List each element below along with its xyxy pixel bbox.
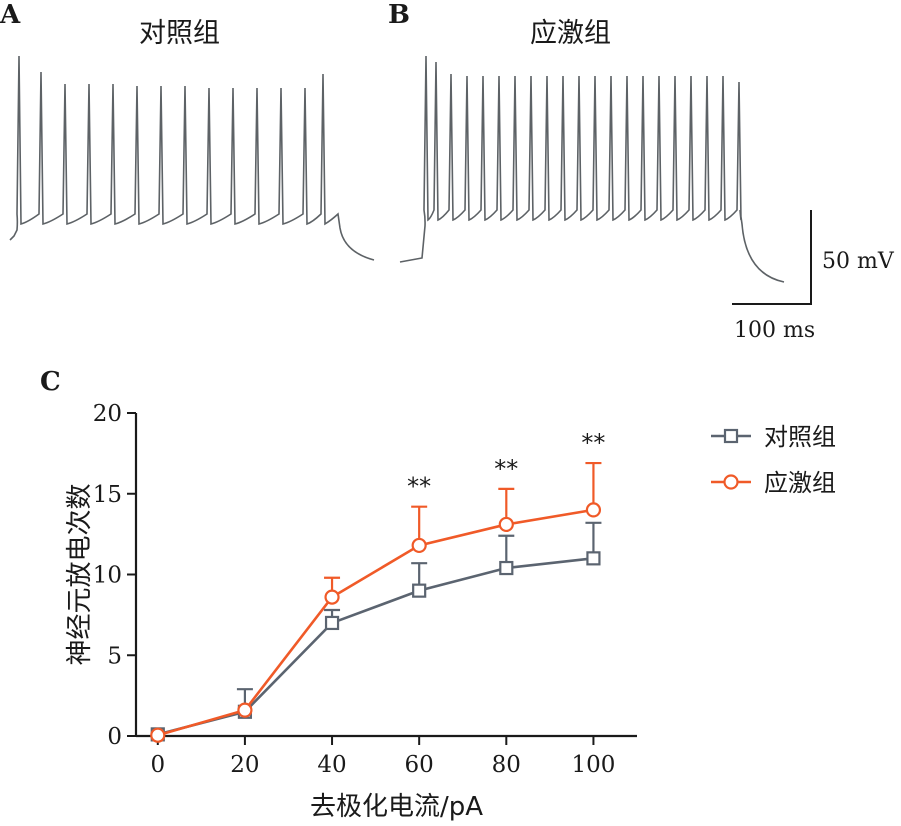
- panel-c-letter: C: [40, 367, 61, 397]
- data-point: [499, 560, 514, 576]
- series-0: [150, 521, 602, 742]
- legend-label: 对照组: [764, 423, 836, 451]
- x-tick-label: 20: [230, 752, 259, 778]
- panel-a-title: 对照组: [139, 18, 220, 49]
- legend-label: 应激组: [764, 469, 836, 497]
- x-tick-label: 40: [317, 752, 346, 778]
- x-axis-label: 去极化电流/pA: [310, 792, 483, 822]
- scale-time-label: 100 ms: [734, 318, 815, 343]
- x-tick-label: 60: [405, 752, 434, 778]
- y-tick-label: 5: [107, 643, 122, 669]
- data-point: [237, 702, 253, 718]
- series-1: [150, 461, 602, 743]
- stress-voltage-trace: [399, 55, 785, 283]
- significance-marker: **: [581, 429, 605, 457]
- series-line: [157, 508, 594, 737]
- legend-marker: [723, 474, 739, 490]
- y-tick-label: 20: [93, 401, 122, 427]
- significance-marker: **: [407, 473, 431, 501]
- x-tick-label: 100: [571, 752, 615, 778]
- significance-marker: **: [494, 455, 518, 483]
- series-line: [157, 557, 594, 736]
- panel-a-letter: A: [0, 0, 21, 30]
- data-point: [324, 615, 340, 631]
- y-tick-label: 10: [93, 563, 122, 589]
- firing-count-chart: 0 5 10 15 20 0 20 40 60 80 100 去极化电流/pA 神经元放电次数 ** ** *…: [65, 401, 836, 822]
- scale-voltage-label: 50 mV: [822, 249, 895, 274]
- panel-b-title: 应激组: [530, 18, 611, 49]
- x-tick-label: 0: [150, 752, 165, 778]
- data-point: [585, 502, 602, 518]
- data-point: [411, 537, 427, 554]
- data-point: [498, 516, 514, 533]
- x-tick-label: 80: [492, 752, 521, 778]
- data-point: [412, 583, 427, 598]
- data-point: [586, 551, 601, 566]
- scale-bar: [732, 210, 812, 305]
- legend-marker: [723, 428, 739, 444]
- panel-b-letter: B: [388, 0, 410, 30]
- data-point: [324, 589, 340, 605]
- y-tick-label: 15: [93, 482, 122, 508]
- control-voltage-trace: [9, 55, 375, 261]
- data-point: [150, 727, 166, 743]
- y-tick-label: 0: [107, 724, 122, 750]
- y-axis-label: 神经元放电次数: [65, 483, 95, 665]
